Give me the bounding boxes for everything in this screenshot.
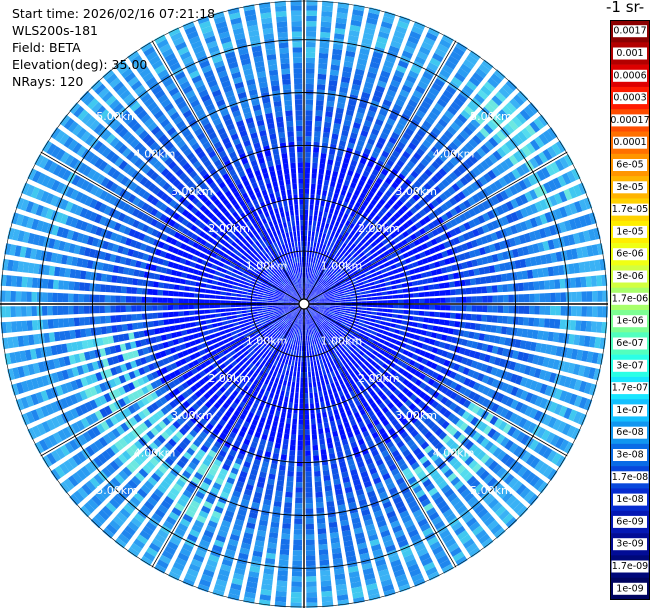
colorbar-label-bg	[613, 359, 647, 372]
ring-label: 1.00km	[321, 334, 363, 347]
colorbar-label-bg	[611, 203, 649, 216]
colorbar-label: 6e-05	[616, 160, 643, 171]
ring-label: 4.00km	[134, 447, 176, 460]
ppi-plot: 1.00km 1.00km 1.00km 1.00km 2.00km 2.00km 2.00…	[0, 0, 608, 608]
colorbar-label: 3e-06	[616, 271, 643, 282]
ring-label: 1.00km	[321, 260, 363, 273]
colorbar-label-bg	[613, 582, 647, 595]
colorbar-label: 1.7e-06	[612, 293, 648, 304]
colorbar-label-bg	[613, 181, 647, 194]
colorbar-label: 3e-07	[616, 360, 643, 371]
colorbar-label-bg	[611, 471, 649, 484]
ring-labels: 1.00km 1.00km 1.00km 1.00km 2.00km 2.00km 2.00…	[96, 110, 511, 497]
colorbar: 0.0017 0.001 0.0006 0.0003 0.00017 0.0001 6e-0…	[610, 20, 650, 600]
field-name: Field: BETA	[12, 40, 81, 55]
colorbar-label-bg	[611, 292, 649, 305]
colorbar-label: 1.7e-09	[612, 561, 648, 572]
colorbar-label-bg	[613, 225, 647, 238]
colorbar-label: 1e-09	[616, 583, 643, 594]
ring-label: 1.00km	[246, 260, 288, 273]
colorbar-label-bg	[611, 114, 649, 127]
radial-gridline	[303, 40, 457, 305]
ring-label: 2.00km	[358, 372, 400, 385]
colorbar-label: 3e-08	[616, 450, 643, 461]
radial-gridline	[303, 151, 568, 305]
colorbar-label: 0.0017	[613, 26, 646, 37]
colorbar-label-bg	[613, 404, 647, 417]
colorbar-label-bg	[613, 538, 647, 551]
grid-lines	[0, 0, 608, 608]
scan-info: Start time: 2026/02/16 07:21:18 WLS200s-…	[12, 5, 215, 90]
colorbar-label-bg	[613, 47, 647, 60]
colorbar-label-bg	[613, 426, 647, 439]
ring-label: 3.00km	[171, 185, 213, 198]
colorbar-label: 6e-09	[616, 516, 643, 527]
ring-label: 5.00km	[96, 110, 138, 123]
colorbar-label: 1.7e-05	[612, 204, 648, 215]
colorbar-label: 1e-06	[616, 316, 643, 327]
colorbar-label-bg	[611, 560, 649, 573]
ring-label: 3.00km	[395, 185, 437, 198]
colorbar-label: 1e-07	[616, 405, 643, 416]
colorbar-label: 3e-05	[616, 182, 643, 193]
ring-label: 2.00km	[208, 372, 250, 385]
colorbar-label: 6e-06	[616, 249, 643, 260]
radial-gridline	[40, 303, 305, 457]
ring-label: 2.00km	[358, 222, 400, 235]
colorbar-label-bg	[613, 493, 647, 506]
nrays: NRays: 120	[12, 74, 84, 89]
elevation: Elevation(deg): 35.00	[12, 57, 148, 72]
colorbar-label: 0.0006	[613, 70, 646, 81]
device-name: WLS200s-181	[12, 23, 98, 38]
colorbar-label-bg	[613, 270, 647, 283]
colorbar-label-bg	[613, 159, 647, 171]
start-time: Start time: 2026/02/16 07:21:18	[12, 6, 216, 21]
colorbar-label-bg	[613, 515, 647, 528]
ring-label: 2.00km	[208, 222, 250, 235]
radial-gridline	[303, 303, 568, 457]
colorbar-label-bg	[613, 136, 647, 149]
ring-label: 1.00km	[246, 334, 288, 347]
colorbar-label-bg	[613, 248, 647, 261]
colorbar-label: 0.0001	[613, 137, 646, 148]
colorbar-label: 6e-07	[616, 338, 643, 349]
radial-gridline	[151, 303, 305, 568]
colorbar-label-bg	[613, 25, 647, 38]
colorbar-label-bg	[613, 337, 647, 350]
colorbar-label: 0.0003	[613, 93, 646, 104]
ring-label: 3.00km	[395, 409, 437, 422]
radial-gridline	[151, 40, 305, 305]
colorbar-label: 0.00017	[610, 115, 649, 126]
colorbar-label: 3e-09	[616, 539, 643, 550]
colorbar-label: 6e-08	[616, 427, 643, 438]
colorbar-label-bg	[613, 315, 647, 328]
ring-label: 5.00km	[470, 110, 512, 123]
colorbar-label-bg	[613, 449, 647, 461]
ring-label: 4.00km	[134, 148, 176, 161]
colorbar-label: 1e-08	[616, 494, 643, 505]
ring-label: 5.00km	[470, 484, 512, 497]
colorbar-label: 0.001	[616, 48, 643, 59]
colorbar-label-bg	[611, 382, 649, 395]
radial-gridline	[303, 303, 457, 568]
ring-label: 4.00km	[433, 447, 475, 460]
colorbar-label-bg	[613, 92, 647, 105]
colorbar-label-bg	[613, 69, 647, 82]
ring-label: 4.00km	[433, 148, 475, 161]
colorbar-label: 1.7e-08	[612, 472, 648, 483]
radial-gridline	[40, 151, 305, 305]
colorbar-label: 1e-05	[616, 226, 643, 237]
ring-label: 5.00km	[96, 484, 138, 497]
colorbar-label: 1.7e-07	[612, 383, 648, 394]
colorbar-unit: -1 sr-	[606, 0, 645, 16]
ring-label: 3.00km	[171, 409, 213, 422]
